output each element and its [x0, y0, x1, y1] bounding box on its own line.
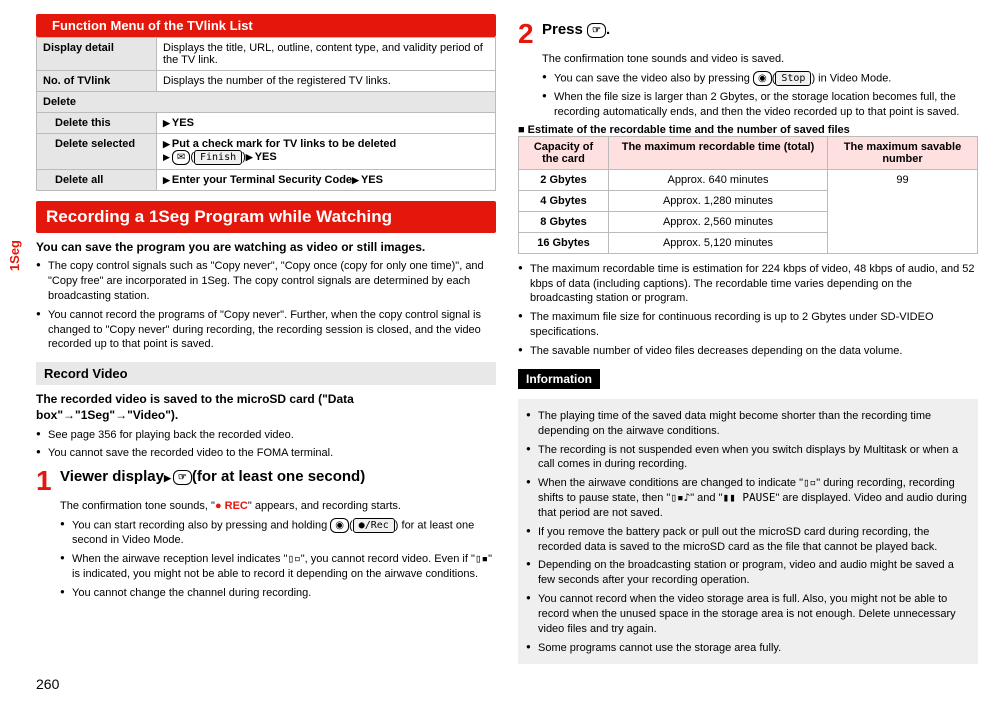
step-1: 1 Viewer display☞(for at least one secon…	[36, 467, 496, 495]
list-item: The recording is not suspended even when…	[526, 443, 970, 473]
antenna-off-icon: ▯▫	[803, 476, 816, 489]
recording-bullets: The copy control signals such as "Copy n…	[36, 259, 496, 352]
antenna-off-icon: ▯▫	[287, 552, 300, 565]
table-row: Delete this YES	[37, 113, 496, 134]
key-icon: ☞	[587, 23, 606, 38]
table-row: Delete	[37, 92, 496, 113]
col-header: The maximum recordable time (total)	[609, 136, 828, 169]
antenna-weak-icon: ▯▪	[475, 552, 488, 565]
record-video-lead: The recorded video is saved to the micro…	[36, 391, 496, 423]
estimate-table: Capacity of the card The maximum recorda…	[518, 136, 978, 254]
table-row: Delete selected Put a check mark for TV …	[37, 134, 496, 170]
information-header: Information	[518, 369, 600, 389]
func-menu-header: Function Menu of the TVlink List	[36, 14, 496, 37]
row-label: Delete selected	[37, 134, 157, 170]
information-box: The playing time of the saved data might…	[518, 399, 978, 664]
page-number: 260	[36, 676, 59, 692]
recording-lead: You can save the program you are watchin…	[36, 239, 496, 255]
list-item: You can save the video also by pressing …	[542, 71, 978, 86]
mail-icon: ✉	[172, 150, 190, 165]
row-label: Display detail	[37, 38, 157, 71]
key-icon: ☞	[173, 470, 192, 485]
row-label: No. of TVlink	[37, 71, 157, 92]
list-item: You cannot record when the video storage…	[526, 592, 970, 637]
list-item: The maximum file size for continuous rec…	[518, 310, 978, 340]
table-row: Display detail Displays the title, URL, …	[37, 38, 496, 71]
row-label: Delete this	[37, 113, 157, 134]
col-header: The maximum savable number	[828, 136, 978, 169]
recording-header: Recording a 1Seg Program while Watching	[36, 201, 496, 233]
list-item: When the airwave reception level indicat…	[60, 552, 496, 582]
center-key-icon: ◉	[753, 71, 772, 86]
list-item: The savable number of video files decrea…	[518, 344, 978, 359]
list-item: You cannot record the programs of "Copy …	[36, 308, 496, 353]
left-column: Function Menu of the TVlink List Display…	[36, 14, 496, 664]
savable-number: 99	[828, 169, 978, 253]
row-text: Displays the title, URL, outline, conten…	[157, 38, 496, 71]
list-item: Some programs cannot use the storage are…	[526, 641, 970, 656]
antenna-music-icon: ▯▪♪	[670, 491, 690, 504]
step-2: 2 Press ☞.	[518, 20, 978, 48]
record-video-header: Record Video	[36, 362, 496, 385]
stop-button: Stop	[775, 71, 811, 86]
list-item: When the file size is larger than 2 Gbyt…	[542, 90, 978, 120]
table-row: Delete all Enter your Terminal Security …	[37, 170, 496, 191]
finish-button: Finish	[194, 150, 242, 165]
list-item: The copy control signals such as "Copy n…	[36, 259, 496, 304]
step-title: Press ☞.	[542, 20, 610, 40]
pause-icon: ▮▮ PAUSE	[722, 491, 775, 504]
step-text: The confirmation tone sounds and video i…	[542, 52, 978, 67]
right-column: 2 Press ☞. The confirmation tone sounds …	[518, 14, 978, 664]
list-item: If you remove the battery pack or pull o…	[526, 525, 970, 555]
col-header: Capacity of the card	[519, 136, 609, 169]
row-label: Delete all	[37, 170, 157, 191]
step-number: 1	[36, 467, 60, 495]
row-text: Displays the number of the registered TV…	[157, 71, 496, 92]
table-row: No. of TVlink Displays the number of the…	[37, 71, 496, 92]
step-number: 2	[518, 20, 542, 48]
row-text: Enter your Terminal Security CodeYES	[157, 170, 496, 191]
estimate-title: Estimate of the recordable time and the …	[518, 124, 978, 136]
side-tab: 1Seg	[7, 240, 22, 271]
step-title: Viewer display☞(for at least one second)	[60, 467, 365, 487]
table-row: 2 Gbytes Approx. 640 minutes 99	[519, 169, 978, 190]
list-item: When the airwave conditions are changed …	[526, 476, 970, 521]
row-text: Put a check mark for TV links to be dele…	[157, 134, 496, 170]
list-item: Depending on the broadcasting station or…	[526, 558, 970, 588]
list-item: You cannot change the channel during rec…	[60, 586, 496, 601]
row-text: YES	[157, 113, 496, 134]
center-key-icon: ◉	[330, 518, 349, 533]
step-text: The confirmation tone sounds, "● REC" ap…	[60, 499, 496, 514]
list-item: The maximum recordable time is estimatio…	[518, 262, 978, 307]
list-item: The playing time of the saved data might…	[526, 409, 970, 439]
list-item: You can start recording also by pressing…	[60, 518, 496, 548]
rec-button: ●/Rec	[353, 518, 395, 533]
step-2-body: The confirmation tone sounds and video i…	[542, 52, 978, 120]
step-1-body: The confirmation tone sounds, "● REC" ap…	[60, 499, 496, 600]
estimate-notes: The maximum recordable time is estimatio…	[518, 262, 978, 359]
list-item: You cannot save the recorded video to th…	[36, 446, 496, 461]
delete-label: Delete	[37, 92, 496, 113]
record-video-bullets: See page 356 for playing back the record…	[36, 428, 496, 462]
func-menu-table: Display detail Displays the title, URL, …	[36, 37, 496, 191]
rec-icon: ● REC	[215, 500, 248, 512]
list-item: See page 356 for playing back the record…	[36, 428, 496, 443]
table-header-row: Capacity of the card The maximum recorda…	[519, 136, 978, 169]
content-columns: Function Menu of the TVlink List Display…	[36, 14, 984, 664]
